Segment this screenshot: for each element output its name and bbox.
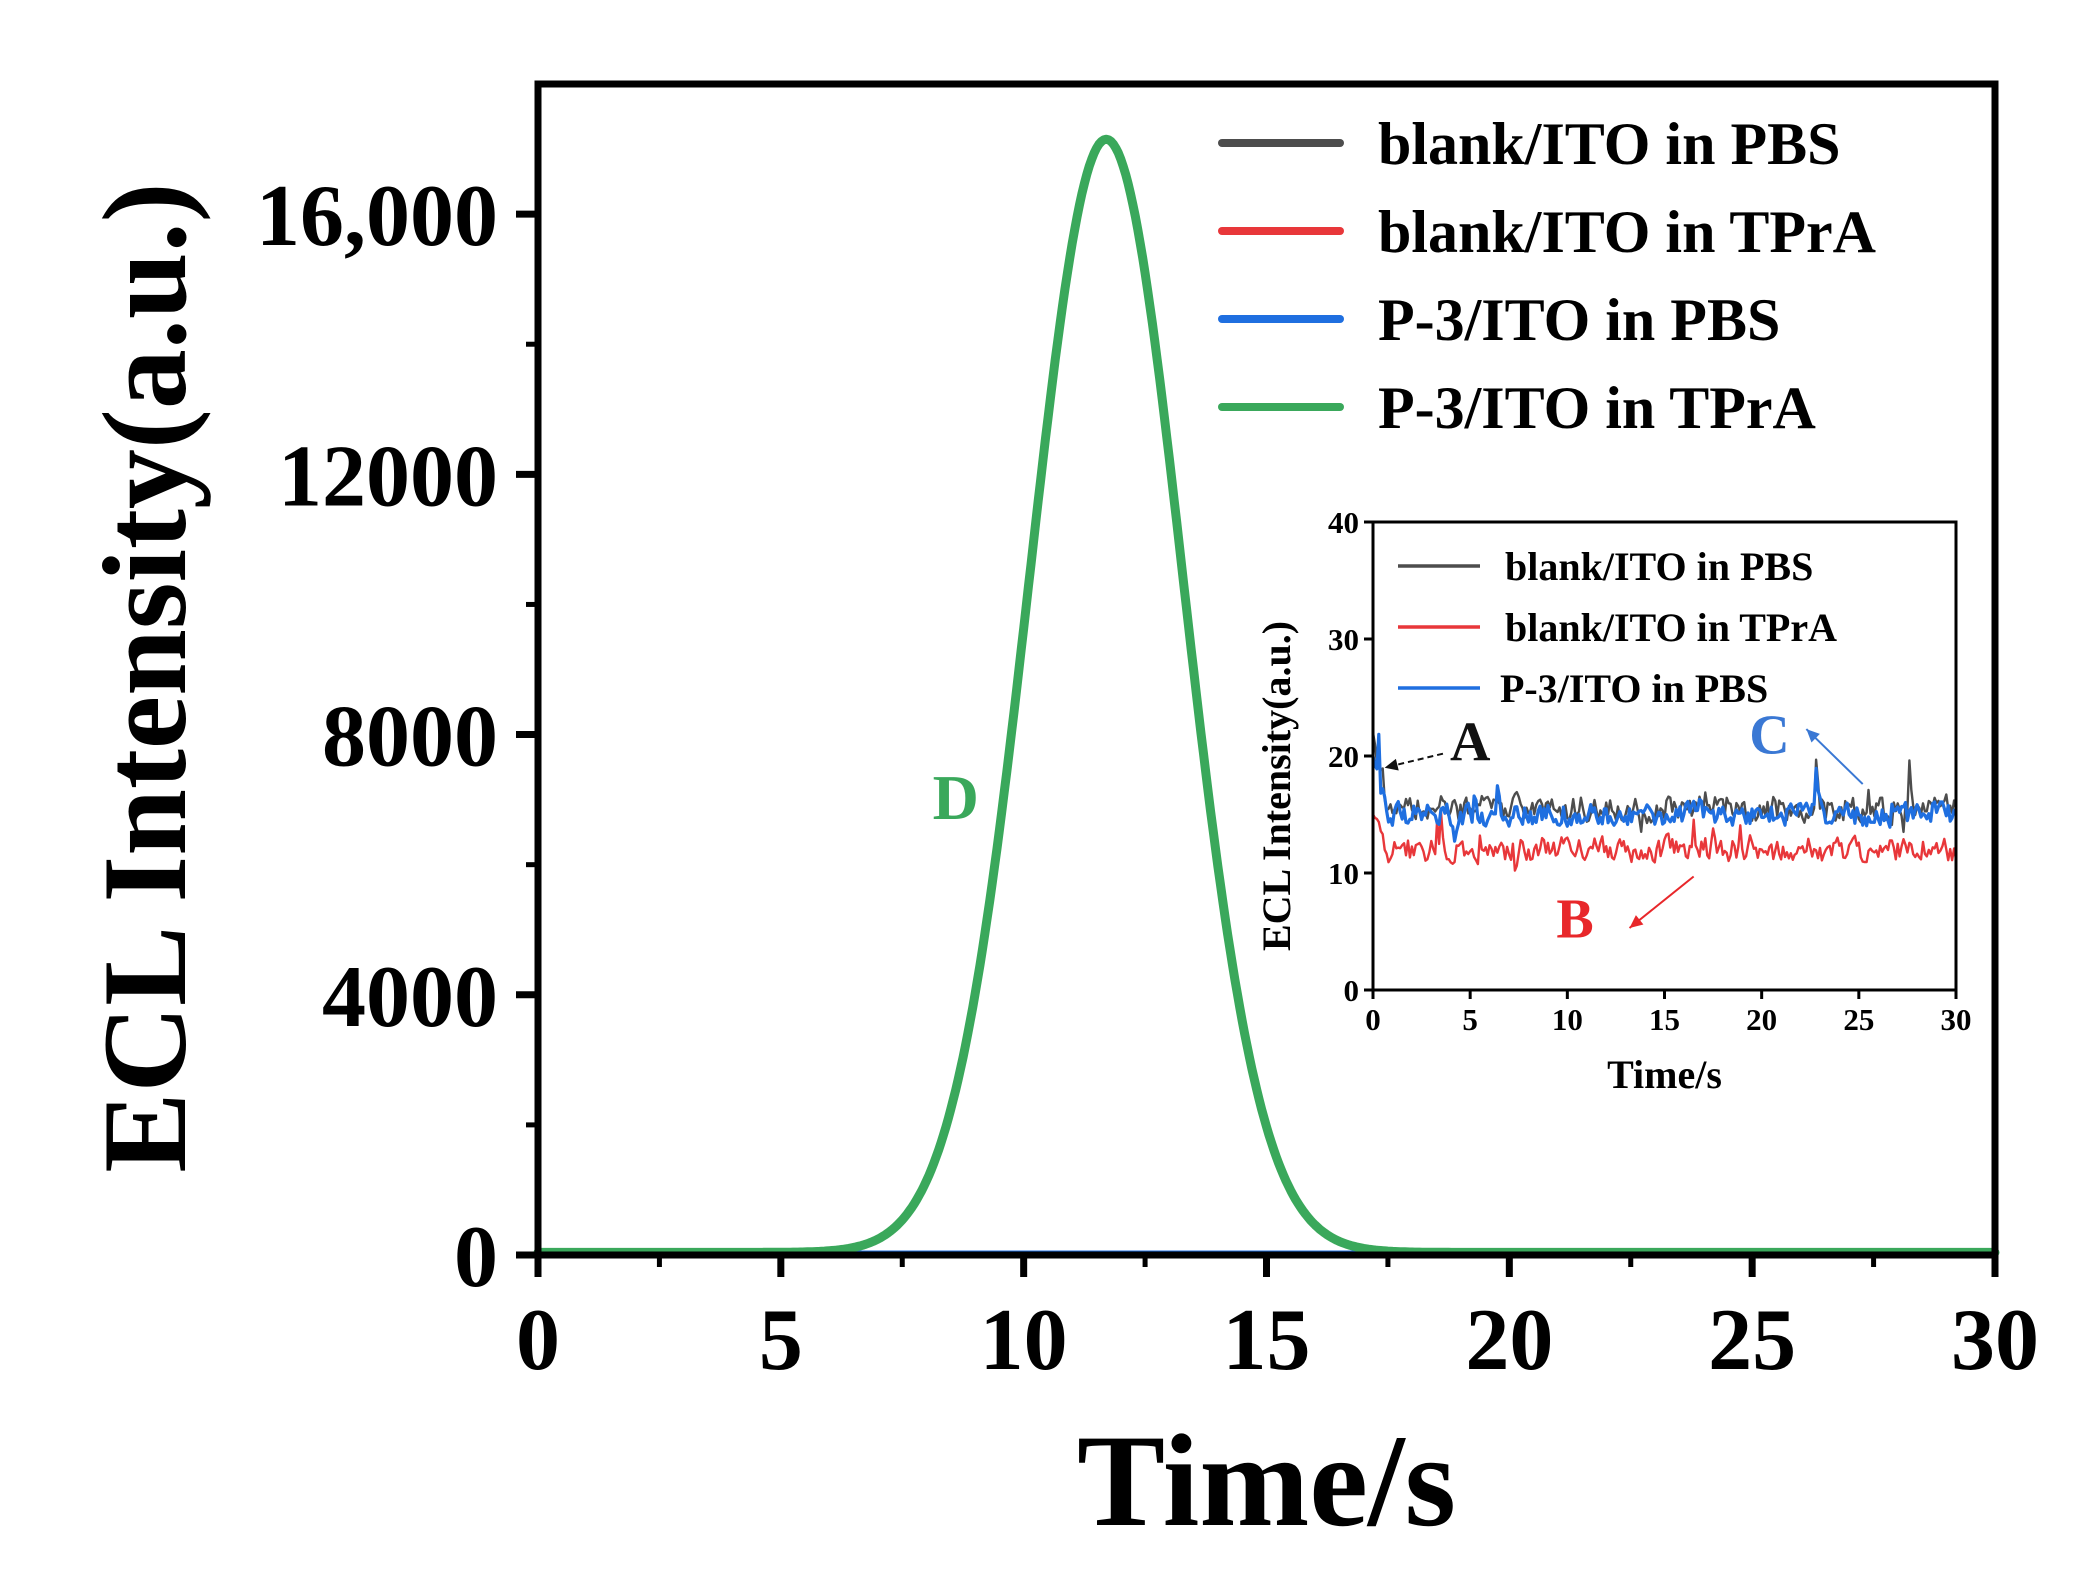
annotation-arrowhead-b xyxy=(1629,915,1644,928)
y-tick-label-1: 4000 xyxy=(322,949,498,1046)
inset-x-tick-label-2: 10 xyxy=(1552,1002,1583,1037)
inset-legend-label-2: P-3/ITO in PBS xyxy=(1500,666,1768,711)
inset-x-axis-title: Time/s xyxy=(1607,1052,1722,1097)
annotation-arrowhead-a xyxy=(1384,758,1399,771)
y-tick-label-0: 0 xyxy=(454,1209,498,1306)
annotation-label-b: B xyxy=(1556,888,1593,950)
inset-plot: 0 5 10 15 20 25 30 0 10 20 30 40 Time/s ECL Intensity… xyxy=(1254,505,1972,1097)
inset-x-tick-label-0: 0 xyxy=(1365,1002,1381,1037)
x-tick-label-3: 15 xyxy=(1223,1292,1311,1389)
inset-legend: blank/ITO in PBS blank/ITO in TPrA P-3/ITO… xyxy=(1398,544,1837,711)
inset-series-line-2 xyxy=(1373,732,1956,843)
annotation-label-a: A xyxy=(1450,712,1491,774)
y-tick-label-3: 12000 xyxy=(278,428,498,525)
annotation-arrowhead-c xyxy=(1806,729,1820,743)
inset-x-tick-label-3: 15 xyxy=(1649,1002,1680,1037)
legend-label-1: blank/ITO in TPrA xyxy=(1378,199,1876,265)
x-tick-label-1: 5 xyxy=(759,1292,803,1389)
annotation-label-c: C xyxy=(1749,705,1789,767)
annotation-arrow-b xyxy=(1628,875,1695,929)
inset-y-tick-label-4: 40 xyxy=(1328,505,1359,540)
main-legend: blank/ITO in PBS blank/ITO in TPrA P-3/ITO… xyxy=(1218,111,1876,441)
x-tick-label-5: 25 xyxy=(1708,1292,1796,1389)
inset-legend-label-1: blank/ITO in TPrA xyxy=(1505,605,1837,650)
annotation-arrow-c xyxy=(1805,728,1864,785)
annotation-label-d: D xyxy=(933,762,979,833)
y-tick-label-2: 8000 xyxy=(322,689,498,786)
legend-label-3: P-3/ITO in TPrA xyxy=(1378,375,1816,441)
inset-y-tick-label-3: 30 xyxy=(1328,622,1359,657)
inset-y-tick-label-0: 0 xyxy=(1344,973,1360,1008)
x-tick-label-6: 30 xyxy=(1951,1292,2039,1389)
legend-label-2: P-3/ITO in PBS xyxy=(1378,287,1780,353)
inset-y-axis-title: ECL Intensity(a.u.) xyxy=(1254,621,1299,951)
main-plot: 0 5 10 15 20 25 300400080001200016,000Time/sEC… xyxy=(78,80,2039,1554)
y-axis-title: ECL Intensity(a.u.) xyxy=(78,182,211,1172)
inset-series-group xyxy=(1373,732,1956,872)
x-tick-label-4: 20 xyxy=(1465,1292,1553,1389)
x-axis-title: Time/s xyxy=(1077,1407,1456,1554)
inset-x-tick-label-1: 5 xyxy=(1462,1002,1478,1037)
legend-label-0: blank/ITO in PBS xyxy=(1378,111,1840,177)
inset-y-tick-label-1: 10 xyxy=(1328,856,1359,891)
inset-series-line-1 xyxy=(1373,810,1956,872)
inset-x-tick-label-4: 20 xyxy=(1746,1002,1777,1037)
x-tick-label-0: 0 xyxy=(516,1292,560,1389)
x-tick-label-2: 10 xyxy=(980,1292,1068,1389)
inset-x-tick-label-6: 30 xyxy=(1941,1002,1972,1037)
inset-x-tick-label-5: 25 xyxy=(1843,1002,1874,1037)
y-tick-label-4: 16,000 xyxy=(256,168,498,265)
inset-y-tick-label-2: 20 xyxy=(1328,739,1359,774)
inset-legend-label-0: blank/ITO in PBS xyxy=(1505,544,1813,589)
